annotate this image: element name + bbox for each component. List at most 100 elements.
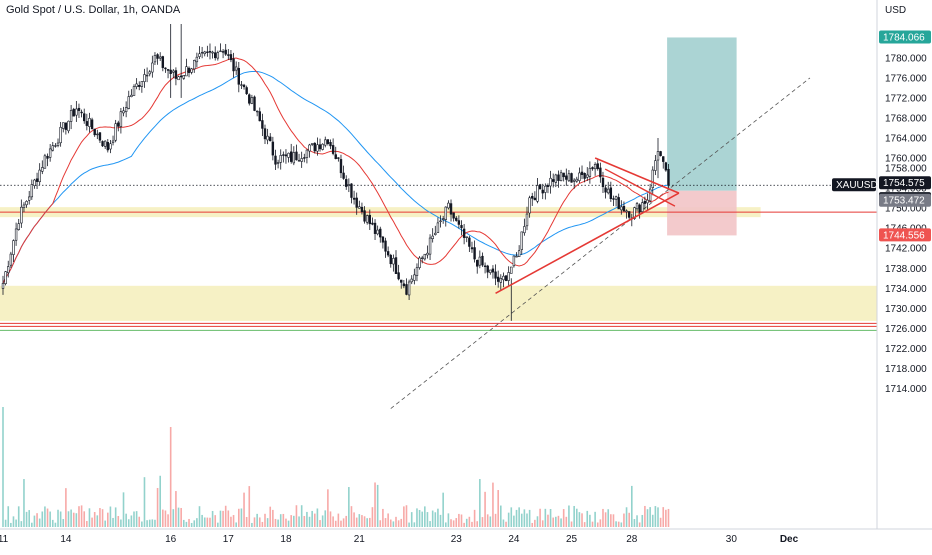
candle[interactable]	[494, 264, 497, 286]
candle[interactable]	[266, 128, 269, 145]
candle[interactable]	[25, 200, 28, 208]
candle[interactable]	[664, 161, 668, 172]
candle[interactable]	[1, 275, 5, 295]
candle[interactable]	[41, 160, 44, 175]
candle[interactable]	[143, 68, 146, 88]
candle[interactable]	[101, 140, 104, 148]
candle[interactable]	[276, 159, 280, 169]
candle[interactable]	[345, 175, 348, 190]
candle[interactable]	[287, 152, 290, 163]
candle[interactable]	[441, 215, 445, 224]
candle[interactable]	[452, 212, 455, 222]
candle[interactable]	[321, 143, 324, 151]
candle[interactable]	[455, 216, 458, 222]
candle[interactable]	[507, 266, 510, 286]
candle[interactable]	[303, 153, 306, 163]
candle[interactable]	[164, 67, 167, 73]
candle[interactable]	[365, 214, 369, 225]
candle[interactable]	[279, 149, 282, 170]
candle[interactable]	[232, 52, 235, 78]
candle[interactable]	[46, 153, 49, 167]
candle[interactable]	[166, 69, 170, 79]
candle[interactable]	[476, 259, 479, 274]
candle[interactable]	[434, 225, 437, 236]
candle[interactable]	[355, 192, 358, 215]
candle[interactable]	[578, 167, 581, 183]
candle[interactable]	[583, 172, 586, 183]
candle[interactable]	[182, 74, 185, 80]
candle[interactable]	[565, 168, 568, 186]
candle[interactable]	[486, 264, 489, 279]
candle[interactable]	[17, 218, 20, 231]
candle[interactable]	[172, 69, 175, 79]
candle[interactable]	[83, 108, 86, 124]
candle[interactable]	[313, 142, 316, 154]
candle[interactable]	[520, 231, 523, 255]
target-zone[interactable]	[667, 37, 737, 191]
candle[interactable]	[342, 165, 345, 180]
price-label-entry[interactable]: 1753.472	[879, 193, 931, 207]
candle[interactable]	[250, 94, 254, 105]
candle[interactable]	[54, 143, 57, 148]
candle[interactable]	[570, 172, 573, 183]
candle[interactable]	[206, 45, 209, 57]
candle[interactable]	[219, 43, 222, 53]
candle[interactable]	[614, 195, 618, 207]
candle[interactable]	[300, 151, 303, 168]
candle[interactable]	[208, 43, 212, 60]
candle[interactable]	[261, 113, 264, 137]
candle[interactable]	[48, 143, 52, 162]
price-label-last[interactable]: 1754.575	[879, 176, 931, 190]
candle[interactable]	[75, 101, 78, 122]
candle[interactable]	[227, 49, 230, 60]
candle[interactable]	[559, 169, 563, 182]
candle[interactable]	[310, 143, 314, 147]
candle[interactable]	[496, 270, 500, 288]
candle[interactable]	[536, 177, 539, 204]
ma-slow-line[interactable]	[2, 71, 669, 284]
candle[interactable]	[651, 166, 654, 196]
candle[interactable]	[62, 122, 65, 133]
candle[interactable]	[326, 139, 330, 146]
candle[interactable]	[504, 275, 508, 282]
candle[interactable]	[203, 50, 206, 57]
candle[interactable]	[460, 220, 463, 236]
candle[interactable]	[193, 59, 196, 73]
candle[interactable]	[517, 245, 521, 257]
candle[interactable]	[627, 211, 631, 221]
triangle-inner-line[interactable]	[604, 168, 676, 207]
candle[interactable]	[331, 138, 335, 156]
candle[interactable]	[159, 52, 162, 61]
candle[interactable]	[248, 93, 251, 106]
candle[interactable]	[255, 110, 259, 117]
candle[interactable]	[72, 107, 75, 117]
candle[interactable]	[33, 178, 36, 189]
candle[interactable]	[593, 162, 597, 176]
candle[interactable]	[122, 106, 125, 117]
candle[interactable]	[635, 202, 639, 212]
candle[interactable]	[620, 200, 623, 215]
candle[interactable]	[169, 18, 172, 98]
candle[interactable]	[641, 198, 644, 214]
candle[interactable]	[363, 206, 366, 224]
candle[interactable]	[269, 133, 272, 142]
candle[interactable]	[483, 262, 487, 274]
candle[interactable]	[591, 166, 594, 171]
candle[interactable]	[528, 195, 531, 218]
candle[interactable]	[607, 181, 610, 195]
candle[interactable]	[195, 52, 199, 68]
candle[interactable]	[292, 146, 296, 166]
candle[interactable]	[601, 171, 605, 193]
price-label-target[interactable]: 1784.066	[879, 30, 931, 43]
candle[interactable]	[541, 183, 544, 200]
candle[interactable]	[103, 140, 107, 149]
candle[interactable]	[339, 154, 343, 178]
candle[interactable]	[59, 121, 62, 147]
candle[interactable]	[557, 170, 560, 188]
candle[interactable]	[659, 150, 662, 157]
plot-area[interactable]	[0, 15, 877, 527]
candle[interactable]	[271, 136, 275, 161]
candle[interactable]	[596, 158, 599, 171]
